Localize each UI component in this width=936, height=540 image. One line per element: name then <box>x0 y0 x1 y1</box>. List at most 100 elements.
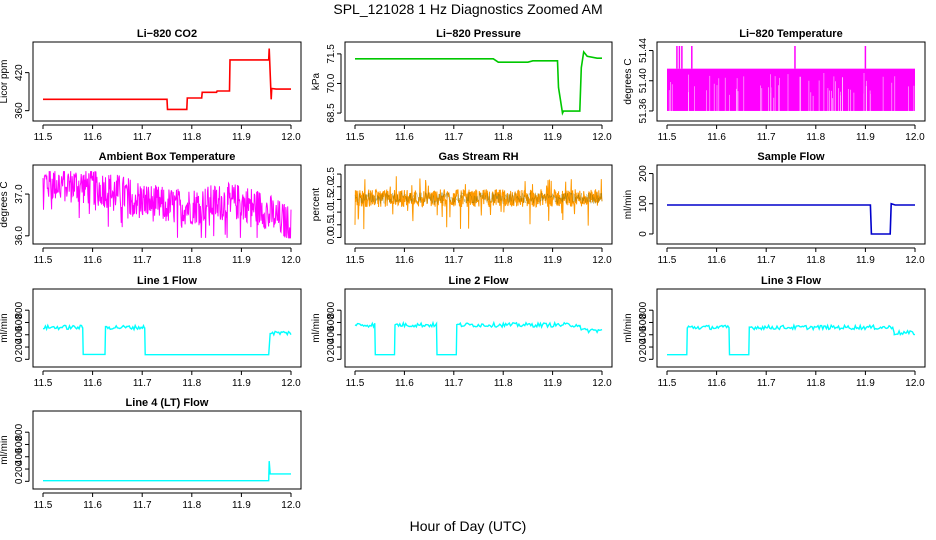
plot-frame <box>32 410 302 490</box>
panel-2: Li−820 Pressure 11.5 11.6 11.7 11.8 11.9 12.0 6… <box>311 28 613 143</box>
x-tick-label: 11.6 <box>707 132 726 143</box>
series-line <box>42 171 292 239</box>
y-tick-label: 70.0 <box>326 73 337 93</box>
x-tick-label: 11.8 <box>182 132 201 143</box>
series-line <box>354 176 603 230</box>
x-tick-label: 11.8 <box>182 255 201 266</box>
series-line <box>43 461 291 482</box>
x-tick-label: 12.0 <box>905 255 925 266</box>
x-tick-label: 12.0 <box>592 378 612 389</box>
panel-title: Li−820 CO2 <box>137 28 197 40</box>
y-axis-label: degrees C <box>623 58 634 104</box>
y-tick-label: 360 <box>14 102 25 119</box>
y-tick-label: 800 <box>14 423 25 440</box>
series-line <box>355 49 602 116</box>
x-tick-label: 11.9 <box>543 132 562 143</box>
series-line <box>43 48 291 111</box>
y-tick-label: 600 <box>326 314 337 331</box>
plot-frame <box>656 164 926 245</box>
y-tick-label: 0.5 <box>326 217 337 231</box>
panel-4: Ambient Box Temperature 11.5 11.6 11.7 11.8 1… <box>0 151 302 266</box>
x-tick-label: 11.7 <box>133 500 152 511</box>
x-tick-label: 11.7 <box>444 255 463 266</box>
x-tick-label: 11.8 <box>806 378 825 389</box>
panel-3: Li−820 Temperature 11.5 11.6 11.7 11.8 11.9 12… <box>623 28 926 143</box>
y-tick-label: 2.5 <box>326 167 337 181</box>
plot-frame <box>656 41 926 122</box>
data-area <box>354 176 603 230</box>
plot-frame <box>656 288 926 368</box>
panel-6: Sample Flow 11.5 11.6 11.7 11.8 11.9 12.0 0 100 2… <box>623 151 926 266</box>
x-tick-label: 12.0 <box>905 378 925 389</box>
x-tick-label: 12.0 <box>592 132 612 143</box>
x-tick-label: 12.0 <box>281 500 301 511</box>
panel-title: Line 2 Flow <box>449 275 509 287</box>
x-tick-label: 11.7 <box>757 378 776 389</box>
x-tick-label: 11.6 <box>395 378 414 389</box>
y-axis-label: percent <box>311 188 322 222</box>
y-tick-label: 51.44 <box>638 38 649 63</box>
y-tick-label: 800 <box>638 301 649 318</box>
series-line-texture <box>354 191 603 204</box>
y-tick-label: 400 <box>14 448 25 465</box>
series-line <box>354 320 603 356</box>
x-tick-label: 11.5 <box>34 500 53 511</box>
x-tick-label: 12.0 <box>905 132 925 143</box>
y-tick-label: 51.40 <box>638 68 649 93</box>
y-tick-label: 68.5 <box>326 103 337 123</box>
x-tick-label: 11.6 <box>83 255 102 266</box>
y-tick-label: 200 <box>638 338 649 355</box>
panel-1: Li−820 CO2 11.5 11.6 11.7 11.8 11.9 12.0 360 420… <box>0 28 302 143</box>
x-tick-label: 11.7 <box>444 132 463 143</box>
y-tick-label: 200 <box>14 460 25 477</box>
data-area <box>667 202 915 235</box>
y-tick-label: 0 <box>638 356 649 362</box>
y-tick-label: 0 <box>326 356 337 362</box>
panel-title: Li−820 Pressure <box>436 28 521 40</box>
x-tick-label: 11.8 <box>806 255 825 266</box>
plot-frame <box>32 41 302 122</box>
panel-8: Line 2 Flow 11.5 11.6 11.7 11.8 11.9 12.0 02004… <box>311 275 613 389</box>
x-tick-label: 11.5 <box>34 378 53 389</box>
y-axis-label: ml/min <box>0 313 10 342</box>
x-tick-label: 11.8 <box>494 132 513 143</box>
x-tick-label: 11.9 <box>543 378 562 389</box>
y-tick-label: 200 <box>326 338 337 355</box>
y-tick-label: 600 <box>638 314 649 331</box>
x-tick-label: 11.5 <box>346 255 365 266</box>
x-tick-label: 11.9 <box>856 132 875 143</box>
x-tick-label: 11.6 <box>83 132 102 143</box>
x-tick-label: 12.0 <box>281 378 301 389</box>
x-tick-label: 11.5 <box>658 378 677 389</box>
y-tick-label: 200 <box>14 338 25 355</box>
y-tick-label: 0.0 <box>326 230 337 244</box>
panel-9: Line 3 Flow 11.5 11.6 11.7 11.8 11.9 12.0 02004… <box>623 275 926 389</box>
x-tick-label: 11.9 <box>232 378 251 389</box>
y-axis-label: Licor ppm <box>0 60 10 104</box>
panel-title: Li−820 Temperature <box>739 28 842 40</box>
panel-title: Gas Stream RH <box>438 151 518 163</box>
x-tick-label: 11.9 <box>856 378 875 389</box>
panel-title: Line 1 Flow <box>137 275 197 287</box>
x-tick-label: 11.7 <box>444 378 463 389</box>
y-tick-label: 600 <box>14 314 25 331</box>
x-tick-label: 11.8 <box>182 378 201 389</box>
panel-title: Ambient Box Temperature <box>99 151 236 163</box>
y-tick-label: 0 <box>14 356 25 362</box>
panel-title: Sample Flow <box>757 151 825 163</box>
x-tick-label: 11.5 <box>658 255 677 266</box>
y-axis-label: ml/min <box>311 313 322 342</box>
series-line <box>667 323 916 356</box>
y-tick-label: 600 <box>14 436 25 453</box>
x-tick-label: 11.7 <box>757 132 776 143</box>
x-tick-label: 11.6 <box>707 255 726 266</box>
panels: Li−820 CO2 11.5 11.6 11.7 11.8 11.9 12.0 360 420… <box>0 28 926 511</box>
x-tick-label: 11.8 <box>182 500 201 511</box>
y-tick-label: 37.0 <box>14 184 25 204</box>
y-axis-label: ml/min <box>0 435 10 464</box>
data-area <box>42 323 292 356</box>
data-area <box>42 171 292 239</box>
panel-7: Line 1 Flow 11.5 11.6 11.7 11.8 11.9 12.0 02004… <box>0 275 302 389</box>
x-tick-label: 11.9 <box>232 500 251 511</box>
x-tick-label: 11.5 <box>34 255 53 266</box>
